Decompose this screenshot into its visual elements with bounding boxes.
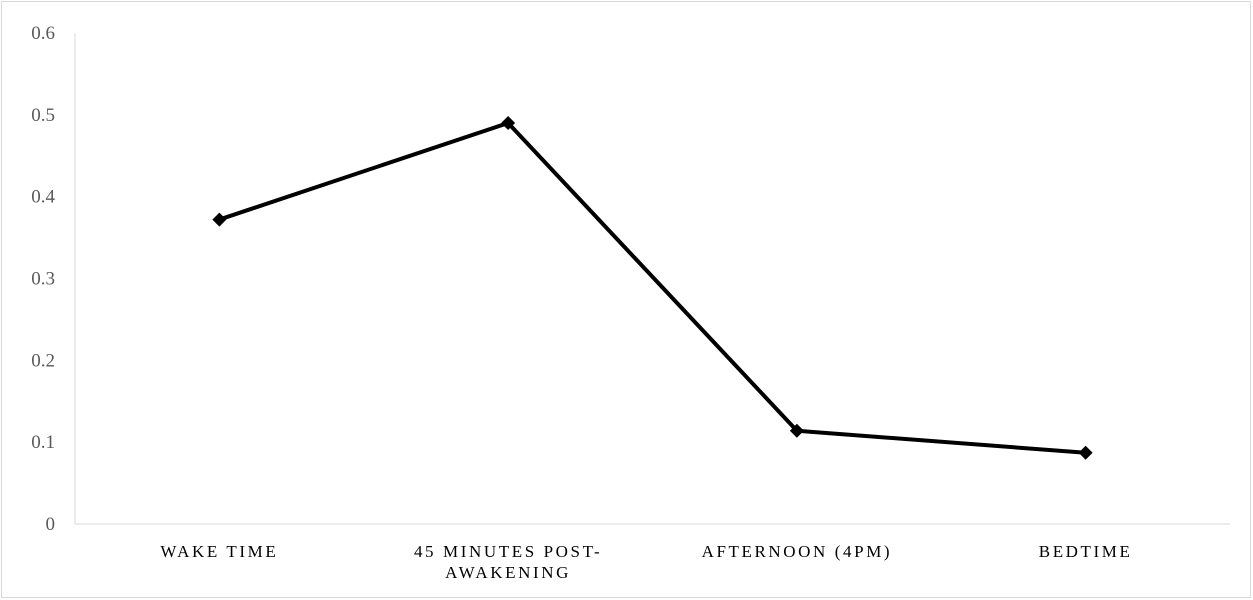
y-tick-label: 0.2	[31, 350, 55, 371]
x-tick-label-line: BEDTIME	[1039, 542, 1133, 561]
y-tick-label: 0	[46, 514, 56, 535]
x-tick-label: WAKE TIME	[160, 542, 278, 561]
x-tick-label-line: AFTERNOON (4PM)	[702, 542, 893, 561]
series-layer	[212, 116, 1093, 460]
y-tick-label: 0.4	[31, 187, 55, 208]
y-tick-label: 0.5	[31, 105, 55, 126]
data-point-marker	[212, 212, 227, 227]
data-point-marker	[789, 423, 804, 438]
y-tick-label: 0.3	[31, 269, 55, 290]
data-point-marker	[501, 116, 516, 131]
y-tick-label: 0.1	[31, 432, 55, 453]
data-point-marker	[1078, 445, 1093, 460]
y-tick-label: 0.6	[31, 23, 55, 44]
y-axis-ticks: 0 0.1 0.2 0.3 0.4 0.5 0.6	[31, 23, 55, 535]
x-tick-label: AFTERNOON (4PM)	[702, 542, 893, 561]
x-axis-labels: WAKE TIME 45 MINUTES POST- AWAKENING AFTERN…	[160, 542, 1133, 582]
x-tick-label-line: WAKE TIME	[160, 542, 278, 561]
x-tick-label: 45 MINUTES POST- AWAKENING	[414, 542, 602, 582]
x-tick-label-line: 45 MINUTES POST-	[414, 542, 602, 561]
series-line	[218, 121, 1086, 455]
x-tick-label: BEDTIME	[1039, 542, 1133, 561]
x-tick-label-line: AWAKENING	[445, 563, 571, 582]
